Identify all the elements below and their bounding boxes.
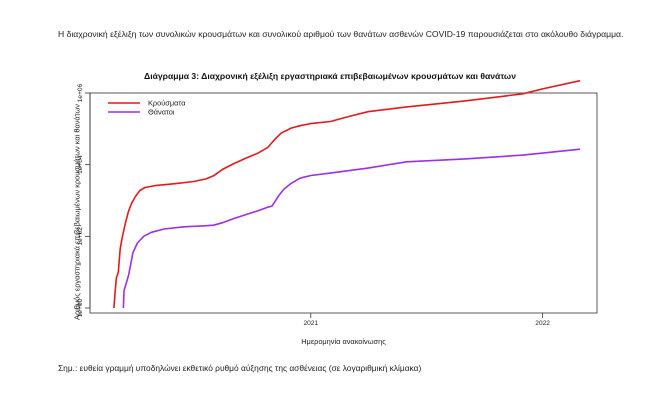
y-tick-label: 1e+06 bbox=[77, 83, 84, 102]
x-tick-label: 2022 bbox=[535, 320, 550, 327]
plot-frame bbox=[89, 92, 598, 314]
legend-label: Κρούσματα bbox=[148, 99, 186, 108]
x-tick-label: 2021 bbox=[303, 320, 318, 327]
y-tick-label: 1e+00 bbox=[77, 298, 84, 317]
footnote: Σημ.: ευθεία γραμμή υποδηλώνει εκθετικό … bbox=[58, 363, 422, 373]
series-line-deaths bbox=[122, 148, 581, 309]
intro-paragraph: Η διαχρονική εξέλιξη των συνολικών κρουσ… bbox=[58, 29, 624, 39]
series-line-cases bbox=[113, 79, 581, 309]
x-axis-label: Ημερομηνία ανακοίνωσης bbox=[301, 337, 386, 346]
y-tick-label: 1e+02 bbox=[77, 227, 84, 246]
chart-title: Διάγραμμα 3: Διαχρονική εξέλιξη εργαστηρ… bbox=[144, 71, 516, 81]
y-tick-label: 1e+04 bbox=[77, 155, 84, 174]
legend-label: Θάνατοι bbox=[148, 108, 175, 117]
